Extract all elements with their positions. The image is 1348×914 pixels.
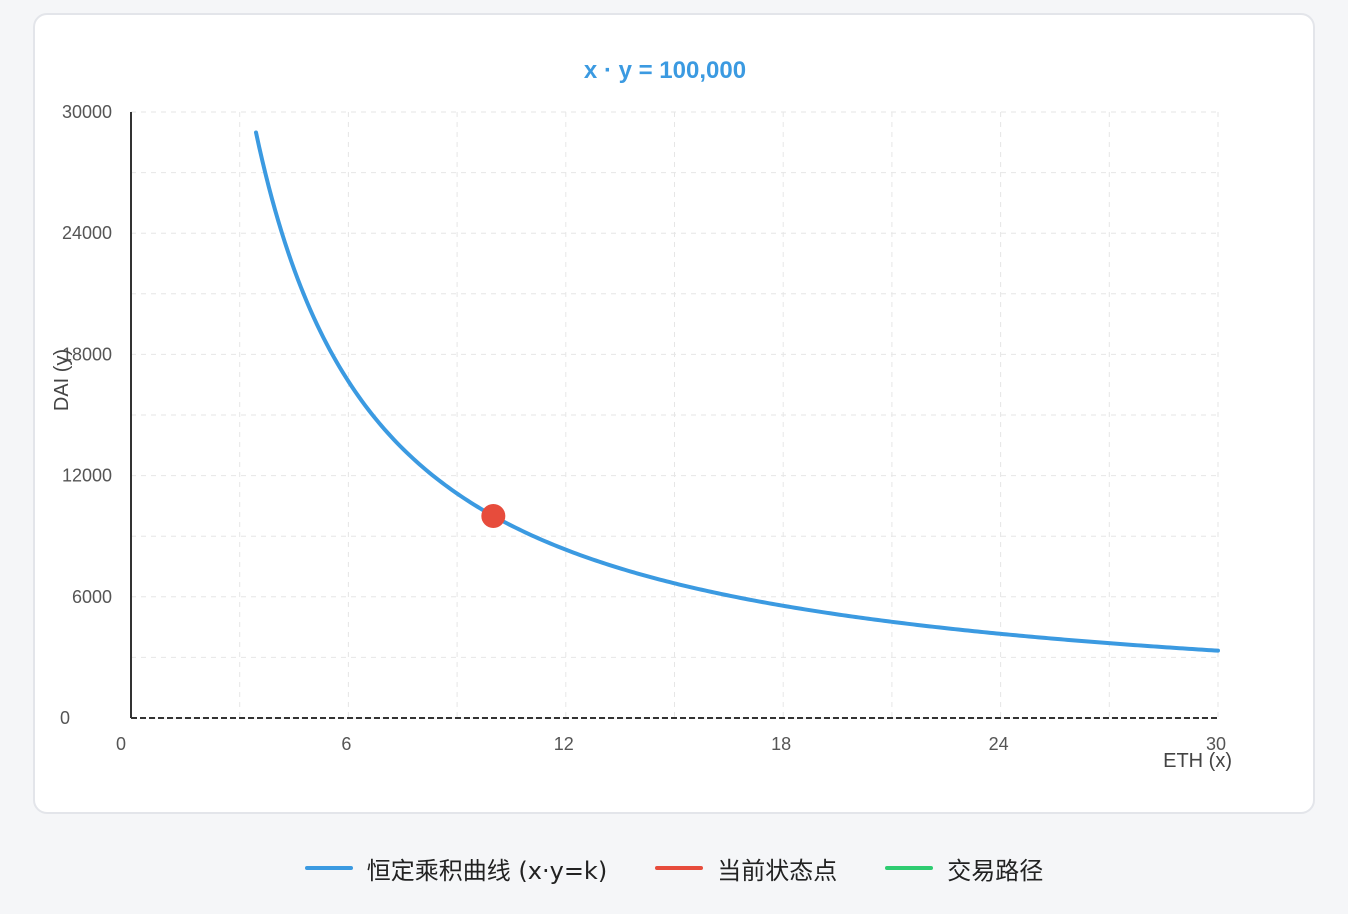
x-tick-label: 30 [1206,734,1226,754]
y-tick-label: 12000 [62,466,112,486]
chart-legend: 恒定乘积曲线 (x·y=k) 当前状态点 交易路径 [0,846,1348,890]
legend-label-curve: 恒定乘积曲线 (x·y=k) [366,856,608,885]
legend-swatch-current-point [655,866,704,870]
grid-layer [130,111,1219,719]
current-state-point [481,504,506,528]
legend-item-current-point[interactable]: 当前状态点 [655,851,837,886]
x-tick-label: 0 [116,734,126,754]
constant-product-curve [254,130,1220,653]
legend-item-trade-path[interactable]: 交易路径 [885,851,1043,886]
y-tick-label: 0 [60,708,70,728]
legend-swatch-trade-path [885,866,934,870]
legend-item-curve[interactable]: 恒定乘积曲线 (x·y=k) [304,851,608,886]
y-tick-label: 30000 [62,102,112,122]
legend-swatch-curve [304,866,353,870]
axes-layer [130,112,1218,719]
y-tick-label: 24000 [62,223,112,243]
x-tick-label: 24 [989,734,1009,754]
x-axis-label: ETH (x) [1163,750,1232,772]
y-tick-label: 18000 [62,344,112,364]
legend-label-current-point: 当前状态点 [717,856,838,885]
ticks-layer: 0 6 12 18 24 30 0 6000 12000 18000 24000 30000 [60,102,1226,754]
x-tick-label: 6 [341,734,351,754]
x-tick-label: 18 [771,734,791,754]
y-axis-label: DAI (y) [51,349,73,411]
y-tick-label: 6000 [72,587,112,607]
x-tick-label: 12 [554,734,574,754]
chart-title: x · y = 100,000 [584,57,746,84]
legend-label-trade-path: 交易路径 [947,856,1044,885]
series-layer [254,130,1220,653]
